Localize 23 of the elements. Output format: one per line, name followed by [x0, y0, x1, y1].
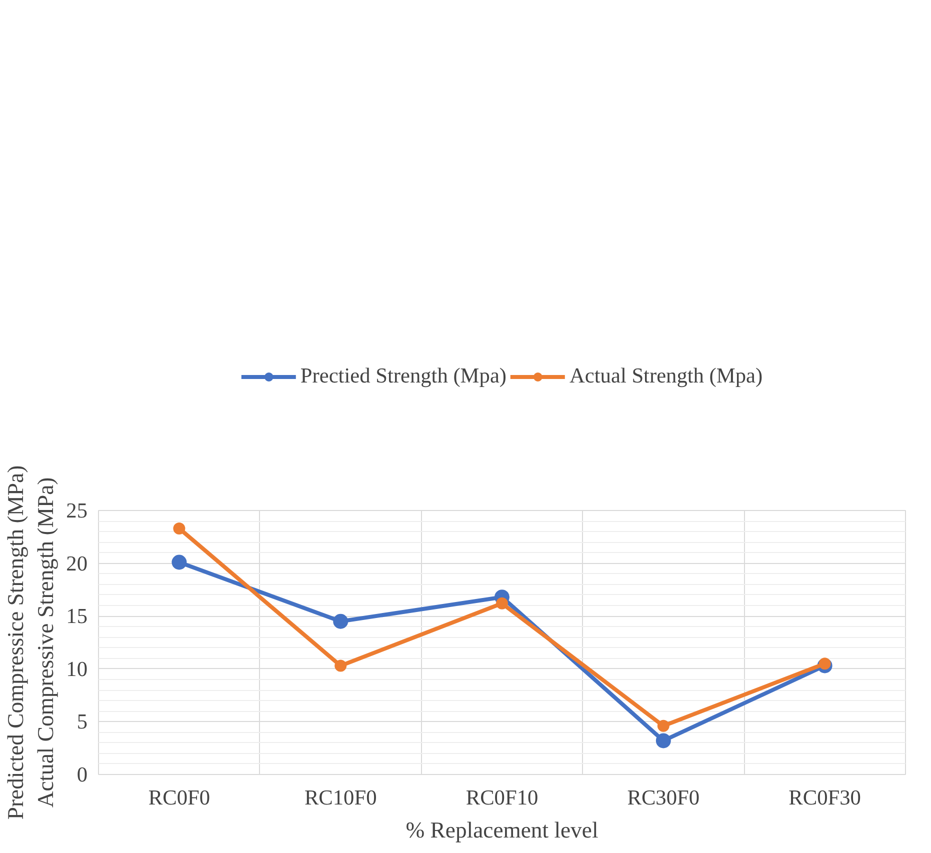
- legend-label: Actual Strength (Mpa): [570, 364, 763, 389]
- point: [818, 658, 831, 670]
- x-tick-label: RC10F0: [304, 786, 377, 810]
- x-tick-label: RC0F30: [788, 786, 861, 810]
- point: [657, 720, 670, 732]
- y-tick-label: 5: [76, 710, 88, 734]
- y-tick-label: 20: [66, 551, 88, 576]
- x-tick-label: RC0F0: [148, 786, 210, 810]
- legend-label: Prectied Strength (Mpa): [300, 364, 507, 389]
- y-tick-label: 25: [66, 498, 88, 522]
- y-tick-label: 15: [66, 604, 88, 628]
- x-axis-title: % Replacement level: [406, 818, 598, 842]
- point: [334, 660, 347, 672]
- point: [656, 733, 671, 748]
- point: [173, 522, 186, 534]
- point: [496, 597, 508, 610]
- y-tick-label: 10: [66, 656, 88, 681]
- y-tick-label: 0: [76, 762, 88, 786]
- x-tick-label: RC0F10: [466, 786, 538, 810]
- point: [333, 614, 348, 629]
- point: [172, 554, 187, 570]
- y-axis-title: Predicted Compressice Strength (MPa) Actual Compressive Strength (MPa): [3, 465, 58, 820]
- x-tick-label: RC30F0: [627, 786, 700, 810]
